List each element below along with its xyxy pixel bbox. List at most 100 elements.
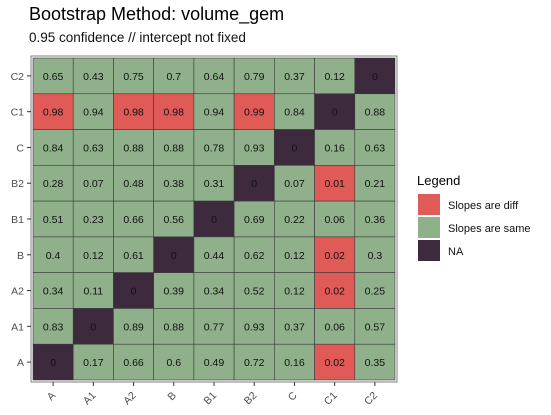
heatmap-cells: 0.65 0.43 0.75 0.7 0.64 0.79 0.37 0.12 0 0.98 0.94… (32, 57, 396, 381)
y-tick-label: A (17, 357, 24, 369)
heatmap-cell (274, 308, 315, 345)
cell-value-label: 0.88 (164, 321, 185, 333)
cell-value-label: 0.21 (365, 178, 386, 190)
heatmap-cell (153, 272, 195, 309)
cell-value-label: 0.44 (204, 250, 225, 262)
cell-value-label: 0.93 (244, 321, 265, 333)
cell-value-label: 0.07 (83, 178, 104, 190)
cell-value-label: 0.98 (164, 107, 185, 119)
legend-label-same: Slopes are same (448, 223, 531, 235)
heatmap-cell (72, 308, 114, 345)
heatmap-cell (354, 57, 396, 95)
cell-value-label: 0.78 (204, 142, 225, 154)
heatmap-cell (193, 129, 235, 166)
cell-value-label: 0.75 (123, 71, 144, 83)
cell-value-label: 0.66 (123, 214, 144, 226)
heatmap-cell (72, 93, 114, 130)
legend-title: Legend (417, 173, 460, 188)
x-tick-label: B1 (202, 390, 220, 408)
heatmap-cell (193, 200, 235, 238)
x-tick-label: B (165, 390, 178, 403)
cell-value-label: 0.34 (43, 286, 64, 298)
cell-value-label: 0.11 (83, 286, 103, 298)
cell-value-label: 0.94 (83, 107, 104, 119)
heatmap-cell (193, 57, 235, 95)
cell-value-label: 0.88 (365, 107, 386, 119)
cell-value-label: 0 (131, 286, 137, 298)
heatmap-cell (153, 308, 195, 345)
heatmap-cell (274, 236, 315, 273)
heatmap-cell (274, 129, 315, 166)
heatmap-cell (274, 165, 315, 202)
cell-value-label: 0 (251, 178, 257, 190)
heatmap-cell (314, 308, 356, 345)
cell-value-label: 0.63 (83, 142, 104, 154)
cell-value-label: 0.06 (324, 214, 345, 226)
chart-subtitle: 0.95 confidence // intercept not fixed (29, 30, 246, 45)
cell-value-label: 0.48 (123, 178, 144, 190)
cell-value-label: 0.69 (244, 214, 265, 226)
x-tick-label: C1 (322, 390, 340, 408)
chart-title: Bootstrap Method: volume_gem (29, 4, 285, 24)
x-tick-label: A (45, 390, 58, 403)
heatmap-cell (113, 93, 154, 130)
y-tick-label: A1 (11, 321, 24, 333)
legend-label-diff: Slopes are diff (448, 200, 519, 212)
heatmap-cell (354, 165, 396, 202)
x-tick-label: C2 (362, 390, 380, 408)
cell-value-label: 0.25 (365, 286, 386, 298)
cell-value-label: 0.51 (43, 214, 64, 226)
x-tick-label: B2 (242, 390, 260, 408)
heatmap-cell (233, 272, 275, 309)
cell-value-label: 0 (50, 357, 56, 369)
heatmap-cell (113, 129, 154, 166)
cell-value-label: 0.94 (204, 107, 225, 119)
heatmap-cell (72, 343, 114, 381)
heatmap-cell (233, 165, 275, 202)
x-axis: A A1 A2 B B1 B2 C C1 C2 (45, 382, 380, 408)
heatmap-cell (153, 93, 195, 130)
heatmap-cell (354, 236, 396, 273)
heatmap-cell (233, 308, 275, 345)
cell-value-label: 0.57 (365, 321, 386, 333)
y-tick-label: C (16, 142, 24, 154)
cell-value-label: 0.43 (83, 71, 104, 83)
heatmap-cell (153, 57, 195, 95)
heatmap-cell (32, 236, 74, 273)
cell-value-label: 0.12 (284, 286, 305, 298)
cell-value-label: 0.77 (204, 321, 225, 333)
cell-value-label: 0.4 (46, 250, 61, 262)
cell-value-label: 0.88 (164, 142, 185, 154)
cell-value-label: 0.62 (244, 250, 265, 262)
cell-value-label: 0.16 (324, 142, 345, 154)
cell-value-label: 0.7 (166, 71, 181, 83)
heatmap-cell (233, 200, 275, 238)
cell-value-label: 0.49 (204, 357, 225, 369)
cell-value-label: 0.02 (324, 250, 345, 262)
cell-value-label: 0.12 (83, 250, 104, 262)
x-tick-label: C (286, 389, 300, 403)
x-tick-label: A2 (121, 390, 139, 408)
legend-label-na: NA (448, 246, 464, 258)
cell-value-label: 0 (171, 250, 177, 262)
heatmap-cell (72, 236, 114, 273)
cell-value-label: 0 (332, 107, 338, 119)
heatmap-cell (113, 343, 154, 381)
y-tick-label: B2 (11, 178, 24, 190)
heatmap-cell (354, 343, 396, 381)
heatmap-cell (274, 200, 315, 238)
cell-value-label: 0.23 (83, 214, 104, 226)
heatmap-cell (274, 343, 315, 381)
heatmap-cell (32, 308, 74, 345)
heatmap-cell (113, 200, 154, 238)
cell-value-label: 0.02 (324, 286, 345, 298)
y-tick-label: B (17, 250, 24, 262)
cell-value-label: 0.84 (284, 107, 305, 119)
cell-value-label: 0.28 (43, 178, 64, 190)
heatmap-cell (72, 57, 114, 95)
y-axis: C2 C1 C B2 B1 B A2 A1 A (11, 71, 31, 369)
heatmap-cell (32, 93, 74, 130)
cell-value-label: 0.37 (284, 321, 305, 333)
cell-value-label: 0.66 (123, 357, 144, 369)
cell-value-label: 0.01 (324, 178, 345, 190)
